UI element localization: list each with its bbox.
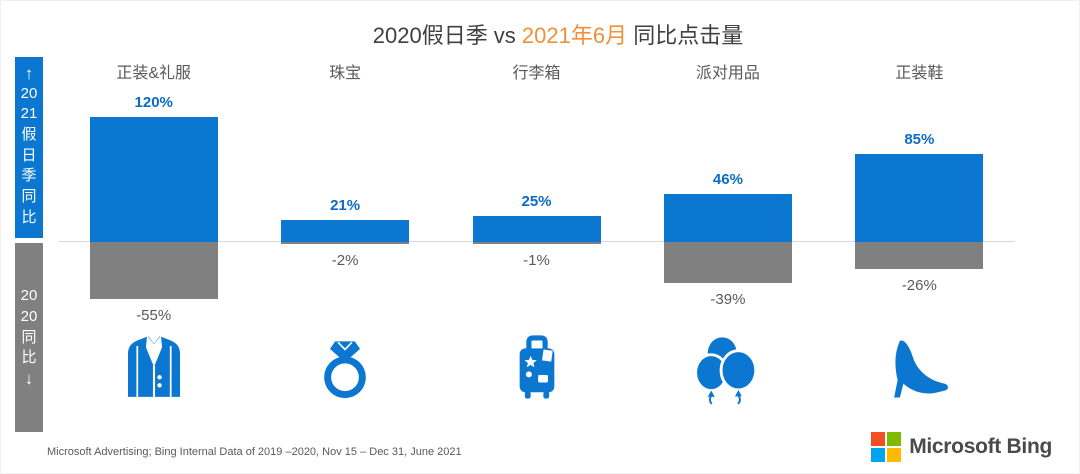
axis-banner-2021-label: 20 21 假 日 季 同 比 — [20, 84, 38, 226]
axis-banner-2020-label: 20 20 同 比 — [20, 287, 38, 367]
negative-bar — [89, 242, 218, 300]
negative-bar — [855, 242, 984, 270]
positive-bar — [663, 194, 792, 242]
brand-name: Microsoft Bing — [909, 435, 1052, 458]
positive-value-label: 25% — [521, 193, 552, 210]
title-part1: 2020假日季 vs — [372, 23, 522, 48]
axis-banner-2021: ↑ 20 21 假 日 季 同 比 — [15, 57, 43, 238]
positive-bar — [281, 220, 410, 242]
negative-value-label: -26% — [901, 277, 937, 295]
bar-chart: 正装&礼服 120% -55% — [58, 57, 1015, 420]
negative-value-label: -55% — [136, 307, 172, 325]
microsoft-bing-logo: Microsoft Bing — [871, 432, 1052, 462]
negative-value-label: -1% — [523, 251, 550, 269]
category-column-formalwear: 正装&礼服 120% -55% — [58, 57, 249, 420]
negative-bar-group: -55% — [89, 242, 218, 325]
title-part2: 同比点击量 — [627, 23, 744, 48]
logo-square-blue — [871, 448, 886, 462]
negative-bar-group: -1% — [472, 242, 601, 269]
logo-square-red — [871, 432, 886, 446]
negative-bar-group: -39% — [663, 242, 792, 308]
positive-bar-group: 85% — [855, 130, 984, 242]
category-label: 珠宝 — [329, 65, 362, 82]
positive-bar-group: 120% — [89, 94, 218, 242]
category-column-luggage: 行李箱 25% -1% — [441, 57, 632, 420]
negative-bar — [281, 242, 410, 245]
positive-bar-group: 21% — [281, 197, 410, 242]
positive-value-label: 46% — [712, 171, 743, 189]
positive-bar — [855, 153, 984, 242]
negative-value-label: -39% — [710, 290, 746, 308]
negative-bar — [472, 242, 601, 244]
balloons-icon — [632, 328, 823, 408]
positive-bar — [89, 117, 218, 242]
logo-square-yellow — [887, 448, 902, 462]
positive-value-label: 21% — [330, 197, 361, 215]
negative-value-label: -2% — [331, 252, 359, 270]
microsoft-logo-icon — [871, 432, 902, 462]
title-highlight: 2021年6月 — [521, 23, 628, 48]
category-column-jewelry: 珠宝 21% -2% — [249, 57, 440, 420]
arrow-down-icon: ↓ — [24, 369, 34, 389]
category-label: 派对用品 — [695, 65, 760, 82]
logo-square-green — [887, 432, 902, 446]
positive-bar-group: 46% — [663, 171, 792, 242]
high-heel-icon — [824, 328, 1015, 408]
suit-jacket-icon — [58, 328, 249, 408]
category-label: 正装&礼服 — [116, 65, 192, 82]
negative-bar-group: -2% — [281, 242, 410, 270]
category-label: 行李箱 — [512, 65, 561, 82]
category-label: 正装鞋 — [895, 65, 944, 82]
page-title: 2020假日季 vs 2021年6月 同比点击量 — [0, 18, 1080, 50]
negative-bar — [663, 242, 792, 283]
positive-value-label: 120% — [134, 94, 173, 112]
ring-icon — [249, 328, 440, 408]
positive-bar — [472, 216, 601, 242]
axis-banner-2020: 20 20 同 比 ↓ — [15, 243, 43, 432]
data-source-note: Microsoft Advertising; Bing Internal Dat… — [47, 446, 462, 458]
category-column-party: 派对用品 46% -39% — [632, 57, 823, 420]
positive-bar-group: 25% — [472, 193, 601, 242]
arrow-up-icon: ↑ — [24, 64, 34, 83]
luggage-icon — [441, 328, 632, 408]
negative-bar-group: -26% — [855, 242, 984, 295]
positive-value-label: 85% — [904, 130, 935, 148]
vertical-axis-banner: ↑ 20 21 假 日 季 同 比 20 20 同 比 ↓ — [15, 57, 43, 432]
category-column-shoes: 正装鞋 85% -26% — [824, 57, 1015, 420]
